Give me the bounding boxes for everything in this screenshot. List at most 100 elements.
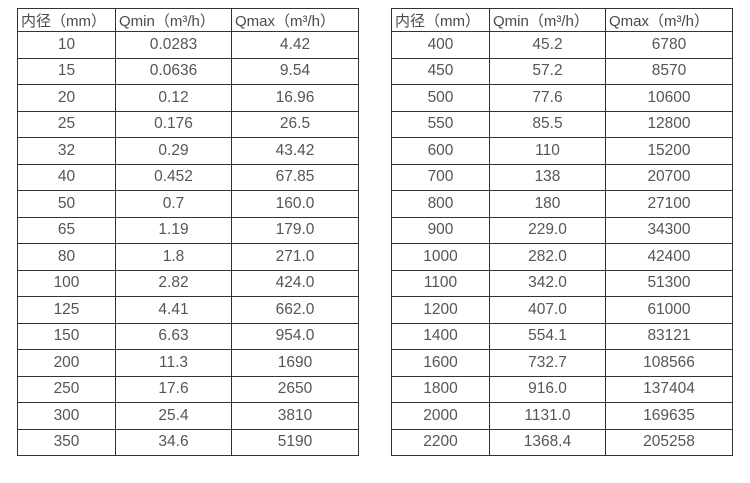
qmax-cell: 424.0 (231, 269, 359, 297)
qmax-cell: 9.54 (231, 57, 359, 85)
diameter-cell: 40 (17, 163, 116, 191)
qmax-cell: 271.0 (231, 243, 359, 271)
diameter-cell: 450 (391, 57, 490, 85)
table-row: 20 0.12 16.96 (17, 84, 359, 112)
spec-table-large-diameters: 内径（mm） Qmin（m³/h） Qmax（m³/h） 400 45.2 6780 45… (391, 8, 733, 456)
table-row: 900 229.0 34300 (391, 216, 733, 244)
diameter-cell: 1800 (391, 375, 490, 403)
qmin-cell: 0.0283 (115, 31, 232, 59)
table-row: 1000 282.0 42400 (391, 243, 733, 271)
qmin-cell: 45.2 (489, 31, 606, 59)
qmin-cell: 0.176 (115, 110, 232, 138)
diameter-cell: 900 (391, 216, 490, 244)
qmin-cell: 282.0 (489, 243, 606, 271)
qmax-cell: 108566 (605, 349, 733, 377)
diameter-cell: 250 (17, 375, 116, 403)
diameter-cell: 2000 (391, 402, 490, 430)
qmax-cell: 160.0 (231, 190, 359, 218)
diameter-cell: 25 (17, 110, 116, 138)
diameter-cell: 1100 (391, 269, 490, 297)
qmin-cell: 342.0 (489, 269, 606, 297)
diameter-cell: 2200 (391, 428, 490, 456)
qmin-cell: 229.0 (489, 216, 606, 244)
diameter-cell: 400 (391, 31, 490, 59)
diameter-cell: 100 (17, 269, 116, 297)
qmin-cell: 25.4 (115, 402, 232, 430)
diameter-cell: 125 (17, 296, 116, 324)
table-row: 800 180 27100 (391, 190, 733, 218)
diameter-cell: 10 (17, 31, 116, 59)
table-row: 65 1.19 179.0 (17, 216, 359, 244)
column-header-diameter: 内径（mm） (391, 8, 490, 32)
qmin-cell: 17.6 (115, 375, 232, 403)
qmax-cell: 137404 (605, 375, 733, 403)
table-row: 1600 732.7 108566 (391, 349, 733, 377)
table-row: 300 25.4 3810 (17, 402, 359, 430)
spec-table-small-diameters: 内径（mm） Qmin（m³/h） Qmax（m³/h） 10 0.0283 4.42 1… (17, 8, 359, 456)
table-row: 100 2.82 424.0 (17, 269, 359, 297)
qmin-cell: 180 (489, 190, 606, 218)
table-row: 150 6.63 954.0 (17, 322, 359, 350)
qmin-cell: 0.12 (115, 84, 232, 112)
qmin-cell: 0.29 (115, 137, 232, 165)
table-row: 400 45.2 6780 (391, 31, 733, 59)
qmax-cell: 83121 (605, 322, 733, 350)
table-row: 2000 1131.0 169635 (391, 402, 733, 430)
diameter-cell: 1000 (391, 243, 490, 271)
qmax-cell: 43.42 (231, 137, 359, 165)
diameter-cell: 20 (17, 84, 116, 112)
diameter-cell: 800 (391, 190, 490, 218)
qmax-cell: 179.0 (231, 216, 359, 244)
table-row: 1100 342.0 51300 (391, 269, 733, 297)
diameter-cell: 300 (17, 402, 116, 430)
qmax-cell: 4.42 (231, 31, 359, 59)
diameter-cell: 80 (17, 243, 116, 271)
column-header-qmax: Qmax（m³/h） (605, 8, 733, 32)
table-row: 15 0.0636 9.54 (17, 57, 359, 85)
qmin-cell: 407.0 (489, 296, 606, 324)
column-header-qmax: Qmax（m³/h） (231, 8, 359, 32)
qmax-cell: 5190 (231, 428, 359, 456)
table-row: 80 1.8 271.0 (17, 243, 359, 271)
diameter-cell: 50 (17, 190, 116, 218)
qmax-cell: 1690 (231, 349, 359, 377)
qmin-cell: 2.82 (115, 269, 232, 297)
qmin-cell: 0.452 (115, 163, 232, 191)
qmin-cell: 77.6 (489, 84, 606, 112)
table-header-row: 内径（mm） Qmin（m³/h） Qmax（m³/h） (391, 8, 733, 32)
qmax-cell: 67.85 (231, 163, 359, 191)
qmax-cell: 10600 (605, 84, 733, 112)
table-row: 1200 407.0 61000 (391, 296, 733, 324)
qmin-cell: 732.7 (489, 349, 606, 377)
qmax-cell: 12800 (605, 110, 733, 138)
diameter-cell: 200 (17, 349, 116, 377)
table-row: 40 0.452 67.85 (17, 163, 359, 191)
qmax-cell: 27100 (605, 190, 733, 218)
qmax-cell: 954.0 (231, 322, 359, 350)
qmin-cell: 1131.0 (489, 402, 606, 430)
qmin-cell: 1368.4 (489, 428, 606, 456)
table-header-row: 内径（mm） Qmin（m³/h） Qmax（m³/h） (17, 8, 359, 32)
table-row: 2200 1368.4 205258 (391, 428, 733, 456)
table-row: 350 34.6 5190 (17, 428, 359, 456)
qmax-cell: 16.96 (231, 84, 359, 112)
qmin-cell: 1.19 (115, 216, 232, 244)
qmin-cell: 110 (489, 137, 606, 165)
qmax-cell: 6780 (605, 31, 733, 59)
qmax-cell: 51300 (605, 269, 733, 297)
table-row: 50 0.7 160.0 (17, 190, 359, 218)
table-row: 1400 554.1 83121 (391, 322, 733, 350)
table-row: 600 110 15200 (391, 137, 733, 165)
diameter-cell: 600 (391, 137, 490, 165)
table-row: 500 77.6 10600 (391, 84, 733, 112)
qmax-cell: 34300 (605, 216, 733, 244)
diameter-cell: 65 (17, 216, 116, 244)
qmax-cell: 662.0 (231, 296, 359, 324)
column-header-qmin: Qmin（m³/h） (115, 8, 232, 32)
qmin-cell: 57.2 (489, 57, 606, 85)
qmax-cell: 15200 (605, 137, 733, 165)
qmax-cell: 42400 (605, 243, 733, 271)
qmax-cell: 20700 (605, 163, 733, 191)
diameter-cell: 15 (17, 57, 116, 85)
qmin-cell: 1.8 (115, 243, 232, 271)
